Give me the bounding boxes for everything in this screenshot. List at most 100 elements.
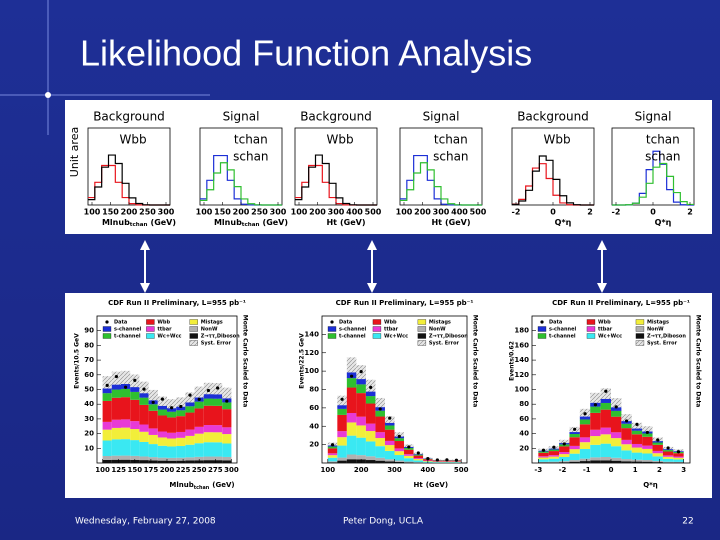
data-point [624, 419, 629, 423]
legend-label: Syst. Error [647, 341, 678, 347]
stack-segment [213, 442, 223, 457]
y-tick-label: 80 [309, 386, 319, 394]
syst-error [185, 392, 195, 408]
syst-error [384, 416, 395, 427]
stack-segment [384, 429, 395, 441]
stack-segment [413, 458, 424, 460]
stack-segment [167, 417, 177, 433]
legend-swatch [586, 333, 596, 339]
stack-segment [590, 436, 601, 445]
syst-error [642, 426, 653, 435]
stack-segment [538, 462, 549, 463]
stack-segment [167, 432, 177, 439]
stack-segment [548, 462, 560, 463]
stack-segment [538, 459, 549, 462]
stack-segment [548, 461, 560, 463]
stack-segment [673, 453, 684, 457]
stack-segment [121, 459, 131, 463]
stack-segment [102, 456, 112, 460]
syst-error [611, 398, 622, 413]
footer-author: Peter Dong, UCLA [343, 517, 424, 527]
x-tick-label: 100 [196, 208, 213, 217]
stack-segment [185, 435, 195, 445]
data-point [445, 458, 449, 462]
stack-segment [569, 453, 580, 461]
y-axis-label: Events/0.62 [509, 341, 516, 381]
stack-segment [559, 461, 570, 463]
stack-segment [139, 460, 149, 463]
legend-label: t-channel [339, 334, 366, 340]
syst-error [356, 365, 366, 387]
x-axis-label-part: Q*η [555, 218, 572, 227]
legend-label: Mistags [201, 320, 223, 326]
stack-segment [130, 429, 140, 441]
legend-swatch [327, 326, 337, 332]
stack-segment [652, 441, 663, 443]
stack-segment [600, 402, 611, 410]
stack-segment [662, 462, 674, 463]
plot-heading: Background [93, 110, 165, 124]
stack-segment [346, 378, 357, 388]
syst-error [194, 386, 204, 403]
legend-label: t-channel [114, 334, 141, 340]
data-point [197, 397, 201, 401]
stack-segment [590, 412, 601, 430]
stack-segment [185, 460, 195, 463]
stack-segment [130, 387, 140, 392]
stack-segment [384, 450, 395, 460]
stack-segment [404, 454, 414, 456]
y-tick-label: 90 [84, 327, 94, 335]
x-tick-label: 200 [233, 208, 250, 217]
stack-segment [662, 456, 674, 459]
stack-segment [346, 422, 357, 436]
data-point [216, 386, 220, 390]
stack-segment [621, 461, 632, 463]
x-tick-label: 500 [365, 208, 382, 217]
stack-segment [213, 394, 223, 399]
stack-segment [111, 459, 121, 463]
stack-segment [662, 449, 674, 451]
stack-segment [662, 455, 674, 457]
stack-segment [148, 428, 158, 435]
plot-heading: Signal [423, 110, 460, 124]
stack-segment [600, 398, 611, 403]
stack-segment [111, 427, 121, 440]
stack-segment [621, 423, 632, 429]
stack-segment [611, 438, 622, 447]
legend-swatch [189, 333, 198, 339]
stack-segment [157, 445, 167, 458]
y-axis-label: Unit area [68, 127, 81, 177]
legend-label: NonW [201, 327, 218, 333]
syst-error [222, 387, 232, 404]
stack-segment [222, 402, 232, 410]
data-point [541, 448, 546, 452]
legend-label: Data [549, 320, 562, 326]
x-tick-label: 150 [127, 466, 142, 474]
x-axis-label-part: (GeV) [426, 481, 448, 489]
sample-label: schan [645, 150, 680, 164]
data-point [454, 458, 459, 462]
y-tick-label: 20 [519, 444, 529, 452]
legend-swatch [146, 333, 155, 339]
stack-segment [642, 445, 653, 449]
stack-segment [384, 425, 395, 430]
stack-segment [176, 410, 186, 417]
page-number: 22 [682, 517, 693, 527]
stack-segment [139, 404, 149, 425]
sample-label: tchan [646, 133, 680, 147]
stack-segment [148, 434, 158, 445]
x-tick-label: 3 [681, 466, 686, 474]
stack-segment [222, 434, 232, 444]
stack-segment [111, 389, 121, 398]
histogram-line [612, 162, 694, 206]
legend-label: Wbb [157, 320, 170, 326]
stack-segment [375, 446, 385, 458]
stack-segment [102, 440, 112, 457]
stack-segment [652, 460, 663, 463]
stack-segment [337, 408, 347, 415]
stack-segment [203, 394, 213, 399]
y-tick-label: 60 [309, 404, 319, 412]
data-point [206, 388, 210, 393]
data-point [350, 374, 354, 378]
syst-error [111, 371, 121, 392]
